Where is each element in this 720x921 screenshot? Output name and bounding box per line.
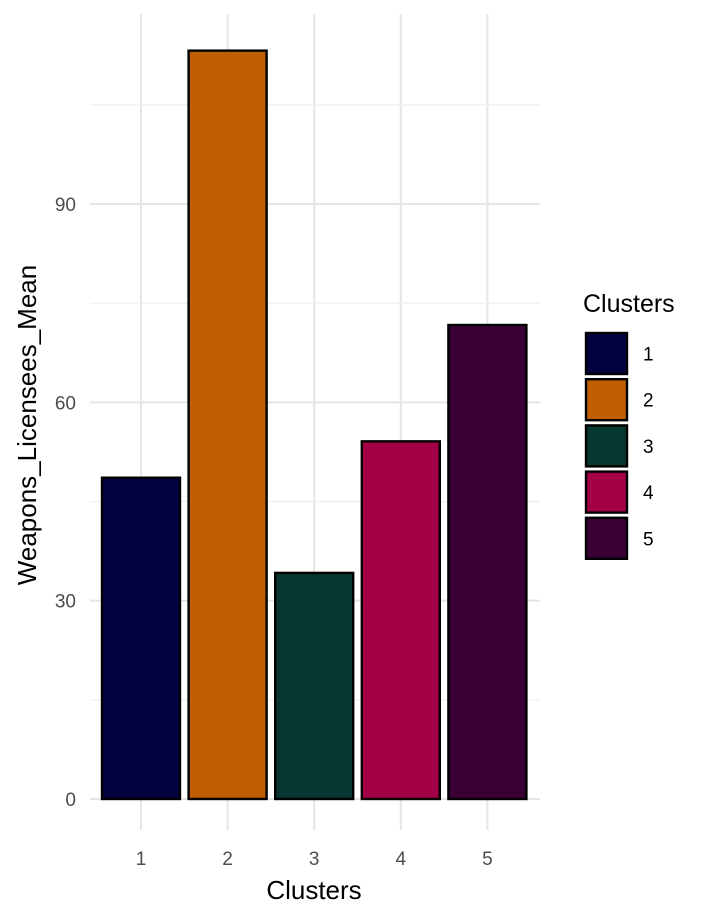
- x-axis-title: Clusters: [266, 875, 361, 905]
- x-tick-label: 4: [396, 849, 407, 870]
- y-axis-ticks: 0 30 60 90: [55, 195, 76, 811]
- x-tick-label: 5: [482, 849, 493, 870]
- x-axis-ticks: 1 2 3 4 5: [136, 849, 493, 870]
- legend-title: Clusters: [583, 290, 675, 318]
- x-tick-label: 2: [222, 849, 233, 870]
- legend-label: 5: [643, 529, 654, 550]
- x-tick-label: 3: [309, 849, 320, 870]
- y-tick-label: 30: [55, 592, 76, 613]
- legend-items: 1 2 3 4 5: [584, 331, 654, 560]
- legend-key-1: [584, 331, 629, 376]
- bar-cluster-5: [447, 323, 528, 801]
- y-tick-label: 90: [55, 195, 76, 216]
- legend-label: 1: [643, 345, 654, 366]
- legend-key-3: [584, 424, 629, 468]
- legend-label: 2: [643, 391, 654, 412]
- x-tick-label: 1: [136, 849, 147, 870]
- y-tick-label: 0: [65, 790, 76, 811]
- bar-cluster-2: [187, 49, 268, 801]
- y-axis-title: Weapons_Licensees_Mean: [12, 265, 42, 585]
- legend-key-2: [584, 378, 629, 422]
- y-tick-label: 60: [55, 393, 76, 414]
- legend-label: 3: [643, 437, 654, 458]
- legend-key-5: [584, 516, 629, 560]
- bar-cluster-4: [360, 440, 441, 801]
- legend-key-4: [584, 470, 629, 514]
- bar-cluster-3: [274, 571, 355, 801]
- bar-cluster-1: [100, 476, 182, 801]
- legend: Clusters 1 2 3 4 5: [583, 290, 675, 560]
- legend-label: 4: [643, 483, 654, 504]
- bars: [100, 49, 528, 801]
